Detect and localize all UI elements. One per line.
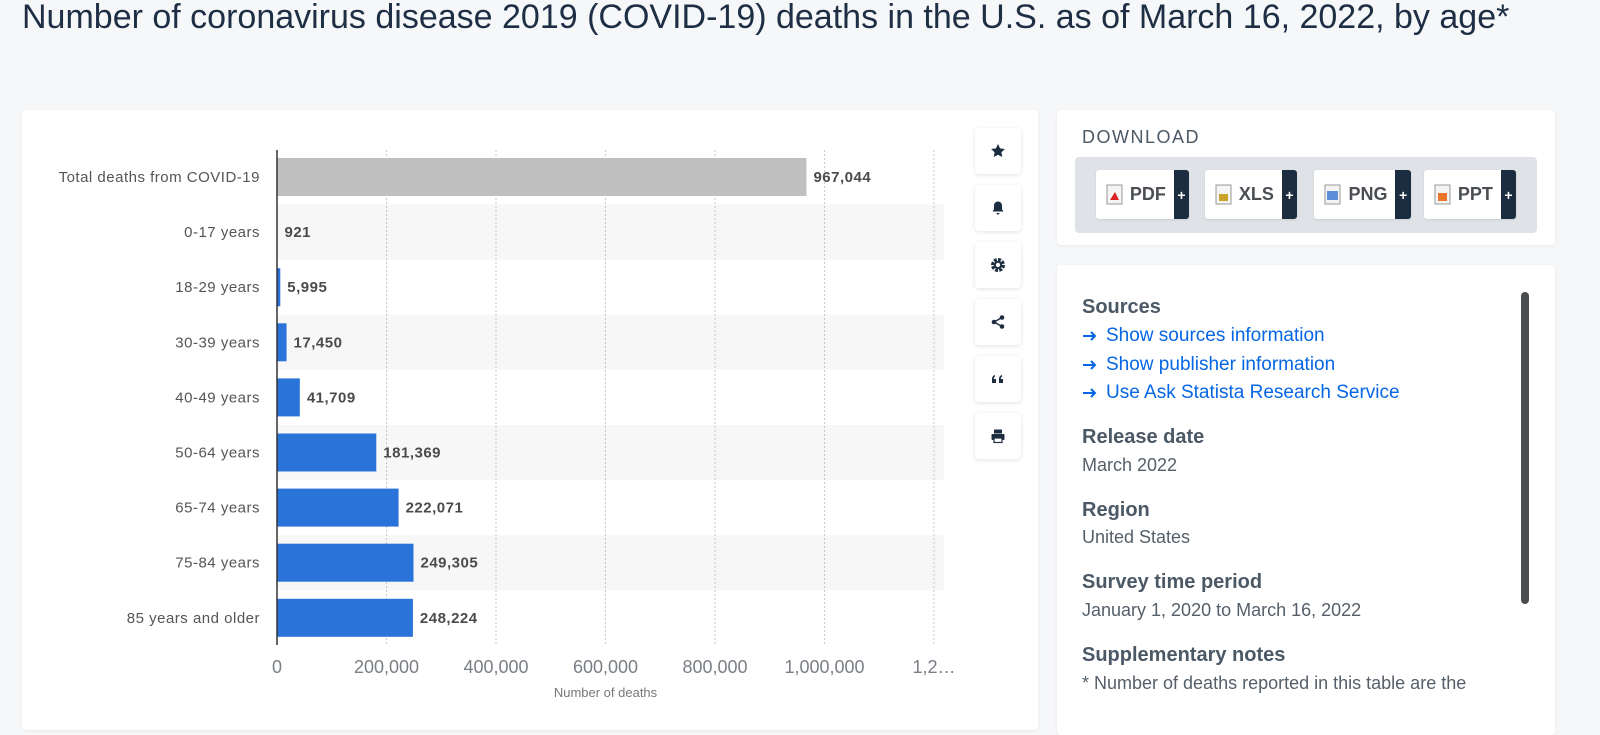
value-label: 41,709 [307,389,356,406]
value-label: 921 [285,224,312,241]
download-pdf[interactable]: PDF + [1096,170,1189,219]
detail-value: January 1, 2020 to March 16, 2022 [1082,600,1362,620]
x-axis-label: Number of deaths [554,685,658,700]
chart-card: 0 200,000 400,000 600,000 800,000 1,000,000 1,… [22,110,1038,730]
value-label: 967,044 [813,169,871,186]
y-tick-label: 65-74 years [175,500,260,517]
y-tick-label: 50-64 years [175,445,260,462]
download-card: DOWNLOAD PDF + XLS + PNG + PPT + [1057,110,1555,245]
row-stripe [277,204,944,260]
cite-button[interactable] [975,356,1021,402]
x-tick-label: 200,000 [354,657,419,677]
link-text[interactable]: Show publisher information [1106,354,1336,375]
research-link[interactable]: Use Ask Statista Research Service [1082,382,1400,404]
download-heading: DOWNLOAD [1082,127,1201,147]
sources-heading: Sources [1082,296,1161,318]
value-label: 5,995 [287,279,327,296]
value-label: 181,369 [383,445,441,462]
info-card: Sources Show sources information Show pu… [1057,265,1555,735]
download-label: PPT [1457,184,1493,204]
y-tick-label: 30-39 years [175,334,260,351]
value-label: 248,224 [420,610,478,627]
row-stripe [277,314,944,370]
link-text[interactable]: Use Ask Statista Research Service [1106,382,1400,403]
detail-label: Region [1082,499,1150,521]
bar [277,158,807,196]
bar [277,488,399,527]
page-title: Number of coronavirus disease 2019 (COVI… [22,0,1510,36]
y-tick-label: 75-84 years [175,555,260,572]
bar [277,268,281,307]
bar [277,543,414,582]
y-tick-label: 40-49 years [175,389,260,406]
y-tick-label: 18-29 years [175,279,260,296]
download-xls[interactable]: XLS + [1205,170,1297,219]
publisher-link[interactable]: Show publisher information [1082,354,1335,376]
x-tick-label: 1,000,000 [784,657,864,677]
bar [277,323,287,362]
bar [277,598,413,637]
bar [277,433,377,472]
value-label: 249,305 [420,555,478,572]
detail-value: * Number of deaths reported in this tabl… [1082,673,1467,693]
tool-bar [975,128,1021,459]
detail-label: Survey time period [1082,571,1263,593]
share-button[interactable] [975,299,1021,345]
link-text[interactable]: Show sources information [1106,325,1325,346]
y-tick-label: 85 years and older [127,610,260,627]
print-button[interactable] [975,413,1021,459]
x-tick-label: 1,2… [912,657,955,677]
notification-button[interactable] [975,185,1021,231]
detail-label: Release date [1082,426,1205,448]
y-tick-label: Total deaths from COVID-19 [59,169,260,186]
download-ppt[interactable]: PPT + [1424,170,1516,219]
download-label: PNG [1348,184,1388,204]
x-tick-label: 800,000 [682,657,747,677]
value-label: 222,071 [406,500,464,517]
detail-value: United States [1082,527,1191,547]
favorite-button[interactable] [975,128,1021,174]
x-tick-label: 0 [272,657,282,677]
sources-link[interactable]: Show sources information [1082,325,1325,347]
detail-value: March 2022 [1082,455,1178,475]
y-tick-label: 0-17 years [184,224,260,241]
value-label: 17,450 [294,334,343,351]
settings-button[interactable] [975,242,1021,288]
download-png[interactable]: PNG + [1314,170,1411,219]
x-tick-label: 400,000 [463,657,528,677]
download-label: PDF [1129,184,1166,204]
scrollbar[interactable] [1521,292,1529,604]
detail-label: Supplementary notes [1082,644,1286,666]
chart: 0 200,000 400,000 600,000 800,000 1,000,000 1,… [59,150,956,700]
bar [277,378,300,417]
x-tick-label: 600,000 [573,657,638,677]
download-label: XLS [1238,184,1274,204]
row-stripe [277,424,944,481]
